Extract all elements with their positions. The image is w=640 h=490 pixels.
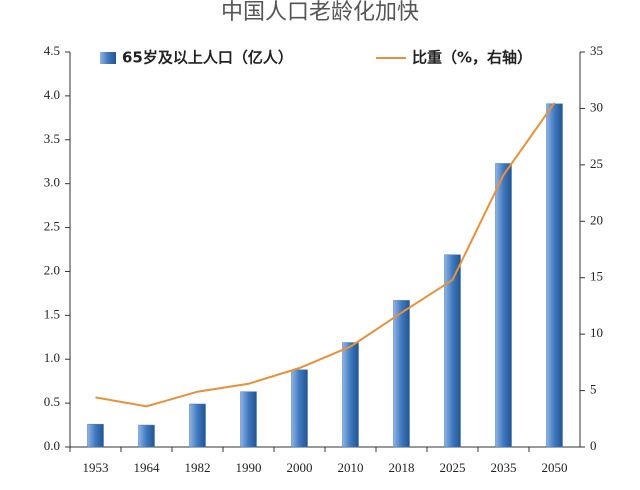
y2-tick-label: 20 [590, 212, 603, 227]
y-tick-label: 4.0 [44, 87, 60, 102]
y2-tick-label: 5 [590, 382, 597, 397]
x-tick-label: 2018 [389, 460, 415, 475]
bar [393, 300, 410, 448]
bar [291, 369, 308, 448]
y2-tick-label: 35 [590, 43, 603, 58]
bar [444, 254, 461, 448]
bar [495, 163, 512, 448]
x-tick-label: 2000 [287, 460, 313, 475]
y-tick-label: 0.5 [44, 394, 60, 409]
x-tick-label: 1964 [134, 460, 161, 475]
bar [189, 403, 206, 448]
y2-tick-label: 10 [590, 325, 603, 340]
legend-label: 65岁及以上人口（亿人） [122, 49, 293, 67]
y-tick-label: 3.5 [44, 131, 60, 146]
legend-label: 比重（%，右轴） [412, 49, 532, 67]
bar [342, 342, 359, 448]
y-tick-label: 0.0 [44, 438, 60, 453]
y2-tick-label: 15 [590, 269, 603, 284]
x-tick-label: 2050 [542, 460, 568, 475]
bar [87, 423, 104, 448]
y-tick-label: 2.0 [44, 262, 60, 277]
legend-swatch [100, 52, 116, 64]
x-tick-label: 2035 [491, 460, 517, 475]
chart-title: 中国人口老龄化加快 [221, 0, 419, 25]
x-tick-label: 1982 [185, 460, 211, 475]
x-tick-label: 1990 [236, 460, 262, 475]
y-tick-label: 1.5 [44, 306, 60, 321]
x-tick-label: 2010 [338, 460, 364, 475]
bar [546, 103, 563, 448]
y-tick-label: 1.0 [44, 350, 60, 365]
y2-tick-label: 25 [590, 156, 603, 171]
y2-tick-label: 30 [590, 99, 603, 114]
y-tick-label: 2.5 [44, 219, 60, 234]
line [95, 102, 556, 408]
y-tick-label: 4.5 [44, 43, 60, 58]
x-tick-label: 2025 [440, 460, 466, 475]
bar [240, 391, 257, 448]
x-tick-label: 1953 [83, 460, 109, 475]
y-tick-label: 3.0 [44, 175, 60, 190]
y2-tick-label: 0 [590, 438, 597, 453]
bar [138, 424, 155, 448]
